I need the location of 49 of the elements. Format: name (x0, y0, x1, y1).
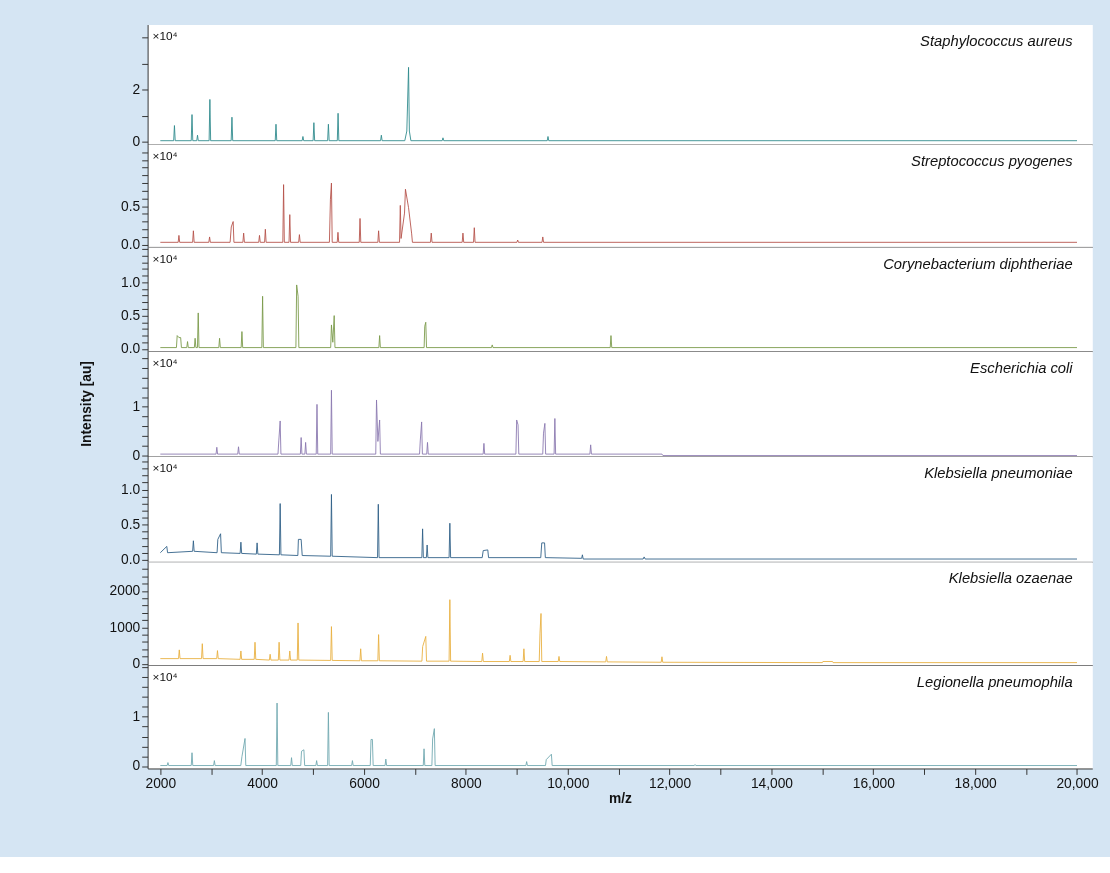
line-series (159, 389, 1078, 457)
x-tick-label: 10,000 (547, 775, 590, 791)
y-tick-label: 1.0 (121, 274, 141, 290)
y-tick-label: 2000 (109, 583, 141, 599)
y-tick-label: 0 (132, 448, 141, 463)
y-tick-label: 1000 (109, 619, 141, 635)
y-tick-label: 1 (132, 709, 141, 725)
annotation: ×10⁴ (152, 29, 178, 44)
y-tick-label: 0.0 (121, 552, 141, 568)
text: Escherichia coli (970, 359, 1074, 376)
x-tick-label: 20,000 (1056, 775, 1099, 791)
line-series (159, 702, 1078, 766)
x-tick-label: 12,000 (649, 775, 692, 791)
x-tick-label: 14,000 (750, 775, 794, 791)
y-tick-label: 0 (132, 758, 141, 774)
text: Corynebacterium diphtheriae (883, 255, 1073, 272)
text: Klebsiella ozaenae (948, 570, 1073, 587)
annotation: ×10⁴ (152, 149, 178, 164)
y-tick-label: 2 (132, 82, 141, 98)
annotation: ×10⁴ (152, 251, 178, 266)
y-tick-label: 0.5 (121, 198, 141, 214)
annotation: ×10⁴ (152, 356, 178, 370)
y-tick-label: 0.0 (121, 341, 141, 357)
y-axis-title: Intensity [au] (78, 361, 94, 447)
line-series (159, 182, 1078, 243)
y-tick-label: 0.5 (121, 517, 141, 533)
x-tick-label: 8000 (451, 775, 483, 791)
text: Klebsiella pneumoniae (924, 465, 1073, 482)
x-tick-label: 16,000 (852, 775, 896, 791)
y-tick-label: 1 (132, 399, 141, 415)
y-tick-label: 1.0 (121, 481, 141, 497)
x-tick-label: 18,000 (954, 775, 998, 791)
x-axis-title: m/z (608, 791, 633, 807)
text: Streptococcus pyogenes (911, 153, 1074, 170)
text: Legionella pneumophila (916, 673, 1073, 690)
line-series (159, 66, 1078, 142)
y-tick-label: 0 (132, 134, 141, 150)
x-tick-label: 4000 (247, 775, 279, 791)
x-tick-label: 6000 (349, 775, 381, 791)
annotation: ×10⁴ (152, 669, 178, 684)
y-tick-label: 0 (132, 656, 141, 672)
x-tick-label: 2000 (145, 775, 177, 791)
line-series (159, 494, 1078, 560)
text: Staphylococcus aureus (920, 33, 1074, 50)
line-series (159, 599, 1078, 664)
y-tick-label: 0.5 (121, 308, 141, 324)
annotation: ×10⁴ (152, 461, 178, 476)
line-series (159, 284, 1078, 349)
y-tick-label: 0.0 (121, 237, 141, 253)
